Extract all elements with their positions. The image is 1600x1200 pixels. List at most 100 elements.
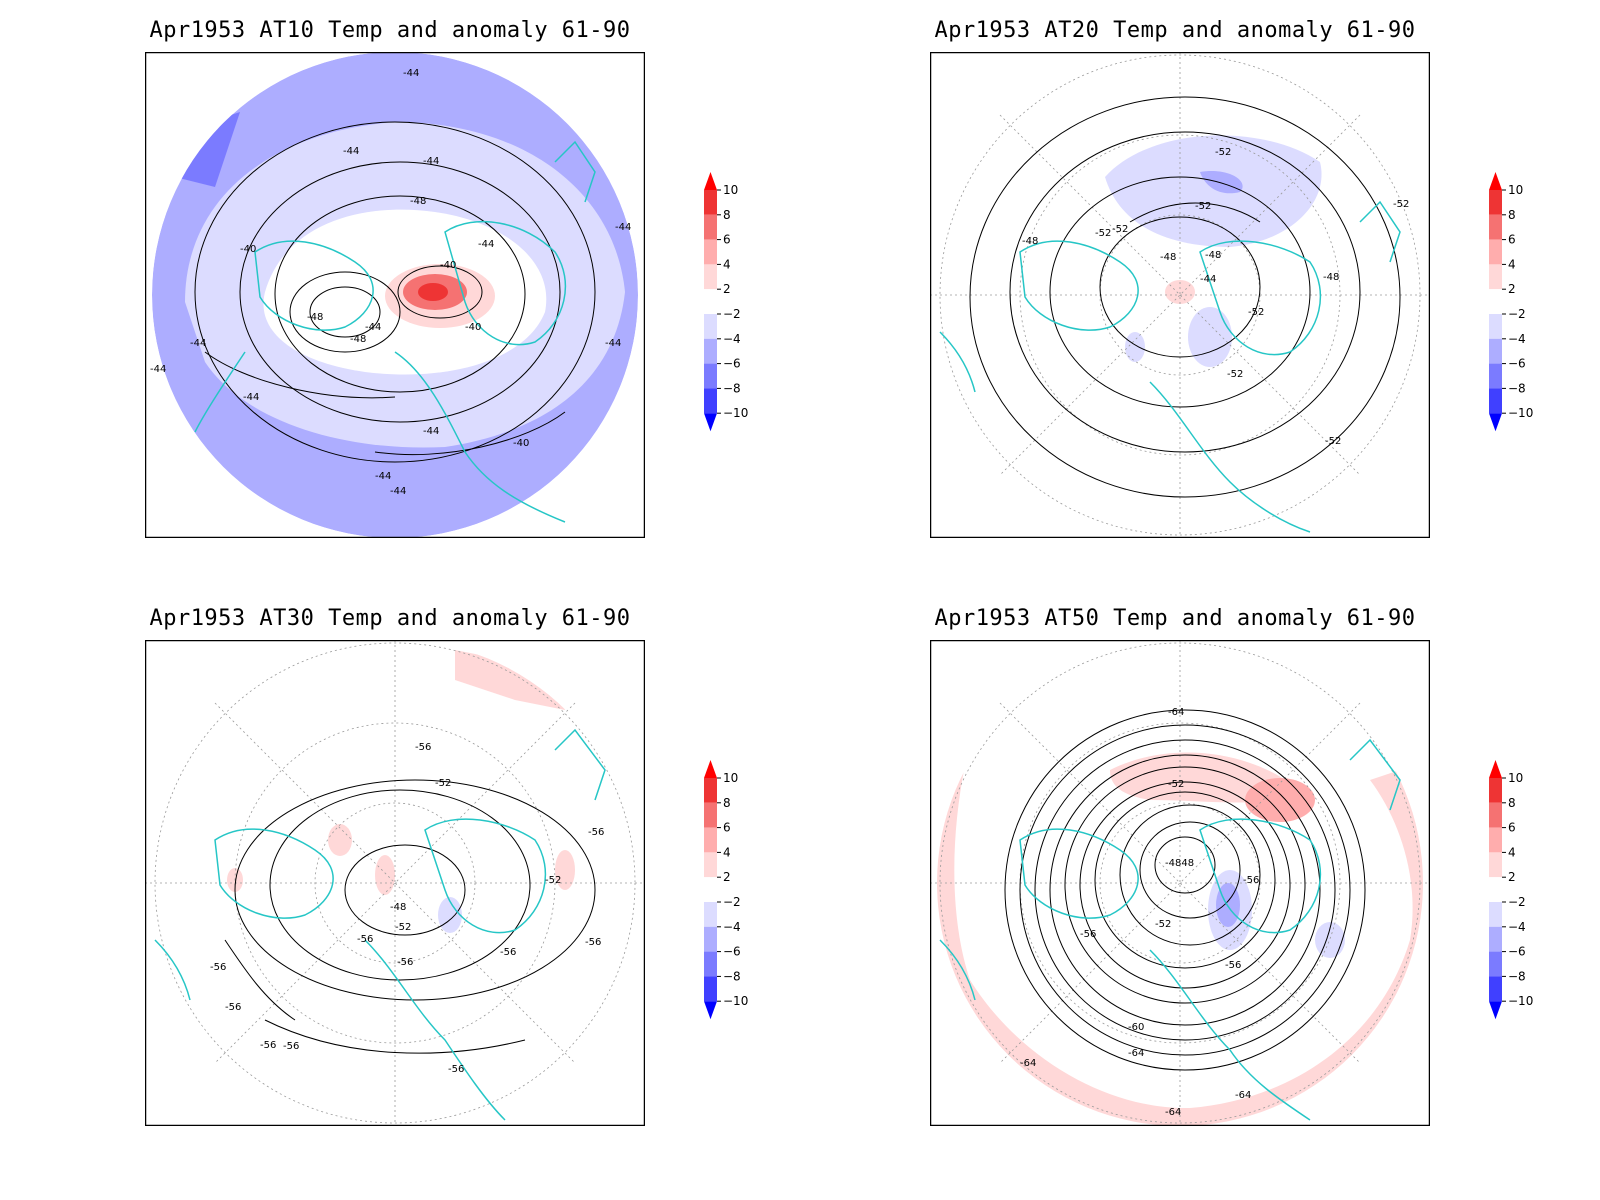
panel-title: Apr1953 AT10 Temp and anomaly 61-90 xyxy=(149,18,631,43)
colorbar-band xyxy=(1489,388,1502,414)
colorbar-band xyxy=(1489,902,1502,927)
colorbar-label: 2 xyxy=(1508,282,1516,296)
anomaly-shading xyxy=(1125,332,1145,362)
panel-title: Apr1953 AT50 Temp and anomaly 61-90 xyxy=(934,606,1416,631)
colorbar-label: 4 xyxy=(723,845,731,859)
contour-label: -56 xyxy=(500,947,516,958)
colorbar-label: −10 xyxy=(723,406,748,420)
panel-at20: Apr1953 AT20 Temp and anomaly 61-90 xyxy=(785,0,1565,600)
contour-label: -52 xyxy=(1393,199,1409,210)
colorbar-label: 2 xyxy=(723,282,731,296)
contour-label: -44 xyxy=(343,146,359,157)
colorbar-band xyxy=(704,388,717,414)
map-frame xyxy=(930,640,1430,1126)
contour-label: -48 xyxy=(307,312,323,323)
contour-label: -44 xyxy=(615,222,631,233)
contour-label: -56 xyxy=(1225,960,1241,971)
contour-label: -48 xyxy=(350,334,366,345)
contour-label: -56 xyxy=(1243,875,1259,886)
colorbar-arrow-top xyxy=(1489,172,1502,190)
temperature-contours xyxy=(1004,709,1366,1071)
colorbar-band xyxy=(704,778,717,803)
colorbar-band xyxy=(1489,827,1502,853)
map-frame xyxy=(930,52,1430,538)
contour-label: -52 xyxy=(1325,436,1341,447)
temperature-contours xyxy=(969,96,1401,498)
colorbar-band xyxy=(704,976,717,1002)
contour-label: -52 xyxy=(545,875,561,886)
contour-label: -52 xyxy=(1195,201,1211,212)
colorbar-label: −6 xyxy=(723,357,741,371)
colorbar-label: −2 xyxy=(723,307,741,321)
colorbar-band xyxy=(704,264,717,290)
colorbar-band xyxy=(1489,802,1502,828)
colorbar: 10 8 6 4 2 −2 −4 −6 −8 −10 xyxy=(704,172,748,432)
contour-label: -44 xyxy=(190,338,206,349)
contour-label: -64 xyxy=(1168,707,1184,718)
temperature-contours xyxy=(224,779,596,1054)
contour-label: -52 xyxy=(1168,779,1184,790)
temperature-contours xyxy=(194,121,596,463)
colorbar-band xyxy=(1489,976,1502,1002)
colorbar-band xyxy=(704,363,717,389)
colorbar-band xyxy=(1489,926,1502,952)
colorbar-label: 10 xyxy=(1508,771,1523,785)
colorbar-band xyxy=(704,214,717,240)
colorbar-label: −4 xyxy=(723,332,741,346)
colorbar-label: 4 xyxy=(723,257,731,271)
colorbar-label: −10 xyxy=(1508,406,1533,420)
contour-label: -60 xyxy=(1128,1022,1144,1033)
colorbar-label: −8 xyxy=(1508,969,1526,983)
contour-label: -44 xyxy=(365,322,381,333)
colorbar-arrow-bottom xyxy=(704,413,717,432)
colorbar-band xyxy=(704,827,717,853)
colorbar-label: −4 xyxy=(1508,920,1526,934)
contour-label: -44 xyxy=(375,471,391,482)
contour-label: -52 xyxy=(1112,224,1128,235)
contour-label: -56 xyxy=(225,1002,241,1013)
colorbar-label: −8 xyxy=(1508,381,1526,395)
colorbar-band xyxy=(704,239,717,265)
panel-at50: Apr1953 AT50 Temp and anomaly 61-90 xyxy=(785,588,1565,1188)
colorbar-label: 10 xyxy=(1508,183,1523,197)
contour-label: -44 xyxy=(243,392,259,403)
colorbar-band xyxy=(704,926,717,952)
colorbar-arrow-top xyxy=(704,760,717,778)
contour-label: -48 xyxy=(410,196,426,207)
contour-label: -44 xyxy=(478,239,494,250)
lat-lon-grid xyxy=(930,52,1430,538)
polar-map: -64 -52 -4848 -56 -52 -56 -56 -60 -64 -6… xyxy=(930,640,1430,1126)
colorbar-band xyxy=(1489,289,1502,314)
anomaly-shading xyxy=(418,283,448,301)
colorbar-band xyxy=(1489,239,1502,265)
colorbar-label: 6 xyxy=(723,233,731,247)
colorbar-label: 6 xyxy=(1508,233,1516,247)
contour-label: -44 xyxy=(150,364,166,375)
contour-label: -56 xyxy=(210,962,226,973)
contour-label: -56 xyxy=(585,937,601,948)
colorbar-band xyxy=(1489,852,1502,878)
colorbar: 10 8 6 4 2 −2 −4 −6 −8 −10 xyxy=(704,760,748,1020)
contour-labels: -64 -52 -4848 -56 -52 -56 -56 -60 -64 -6… xyxy=(1020,707,1259,1118)
colorbar-arrow-top xyxy=(1489,760,1502,778)
colorbar-band xyxy=(704,190,717,215)
anomaly-shading xyxy=(1188,307,1232,367)
contour-label: -56 xyxy=(260,1040,276,1051)
panel-at10: Apr1953 AT10 Temp and anomaly 61-90 xyxy=(0,0,780,600)
contour-label: -56 xyxy=(1080,929,1096,940)
anomaly-shading xyxy=(375,855,395,895)
colorbar-label: 8 xyxy=(723,208,731,222)
colorbar-label: 2 xyxy=(1508,870,1516,884)
colorbar-band xyxy=(1489,877,1502,902)
contour-label: -56 xyxy=(357,934,373,945)
polar-map: -44 -44 -44 -48 -40 -40 -44 -48 -44 -48 … xyxy=(145,52,645,538)
contour-label: -52 xyxy=(1227,369,1243,380)
colorbar-label: −4 xyxy=(1508,332,1526,346)
colorbar-label: −10 xyxy=(1508,994,1533,1008)
contour-labels: -56 -52 -56 -52 -48 -52 -56 -56 -56 -56 … xyxy=(210,742,604,1075)
colorbar-band xyxy=(704,802,717,828)
panel-title: Apr1953 AT30 Temp and anomaly 61-90 xyxy=(149,606,631,631)
colorbar-band xyxy=(1489,264,1502,290)
contour-label: -64 xyxy=(1165,1107,1181,1118)
colorbar-label: −2 xyxy=(1508,895,1526,909)
